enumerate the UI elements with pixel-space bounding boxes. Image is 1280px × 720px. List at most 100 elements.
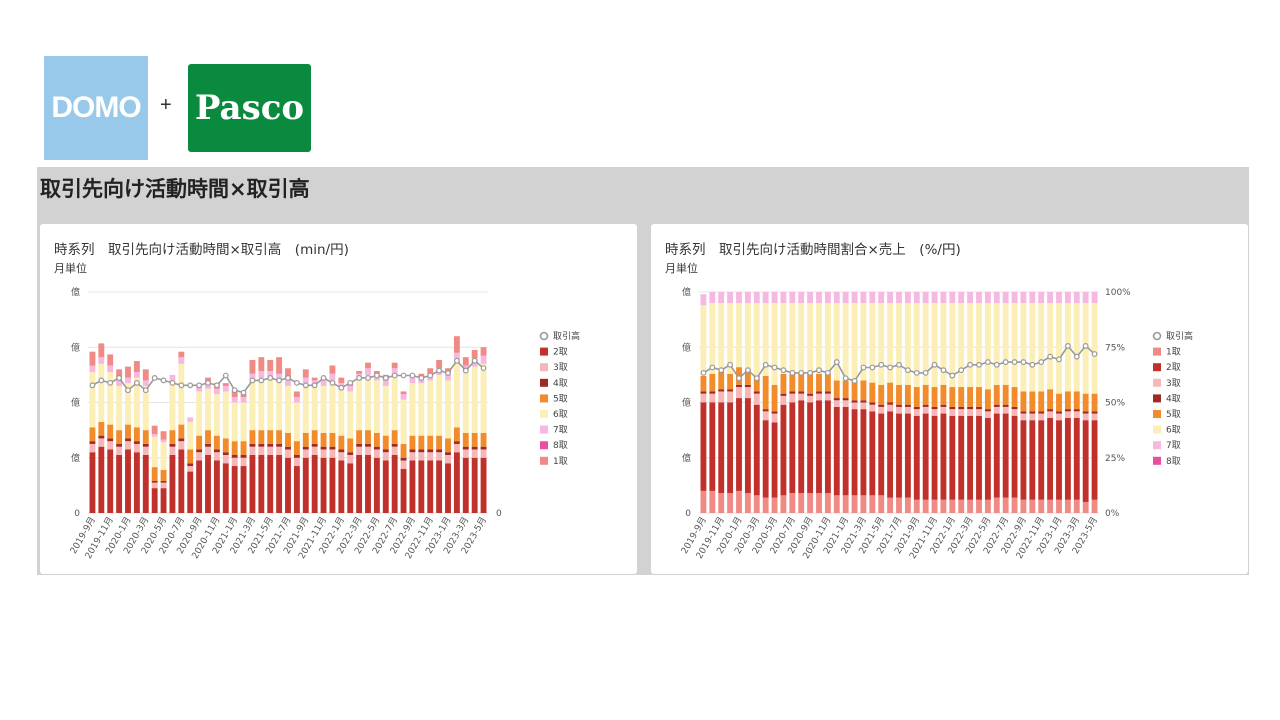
bar-segment: [311, 430, 318, 444]
bar-segment: [418, 460, 425, 513]
bar-segment: [471, 457, 478, 513]
bar-segment: [940, 404, 947, 407]
legend-swatch: [540, 363, 548, 372]
bar-segment: [1073, 417, 1080, 500]
line-point: [753, 375, 760, 382]
bar-segment: [116, 443, 123, 447]
bar-segment: [993, 413, 1000, 498]
bar-segment: [1038, 499, 1045, 513]
bar-segment: [1064, 499, 1071, 513]
bar-segment: [462, 446, 469, 450]
bar-segment: [1029, 292, 1036, 304]
legend-label: 6取: [553, 409, 568, 420]
bar-segment: [107, 424, 114, 439]
bar-segment: [1020, 413, 1027, 421]
bar-segment: [1002, 384, 1009, 405]
bar-segment: [1011, 292, 1018, 304]
bar-segment: [169, 446, 176, 455]
bar-segment: [896, 404, 902, 407]
line-point: [1002, 359, 1009, 365]
bar-segment: [133, 441, 140, 444]
bar-segment: [887, 411, 894, 498]
bar-segment: [329, 449, 336, 458]
bar-segment: [869, 411, 876, 496]
bar-segment: [1020, 411, 1027, 414]
bar-segment: [896, 497, 902, 513]
bar-segment: [860, 409, 867, 496]
bar-segment: [727, 391, 734, 403]
bar-segment: [1029, 499, 1036, 513]
bar-segment: [700, 490, 707, 513]
bar-segment: [320, 380, 327, 386]
bar-segment: [967, 499, 974, 513]
bar-segment: [453, 427, 460, 442]
bar-segment: [365, 362, 371, 369]
bar-segment: [453, 443, 460, 453]
bar-segment: [922, 499, 929, 513]
bar-segment: [258, 454, 265, 513]
bar-segment: [824, 303, 831, 374]
bar-segment: [967, 406, 974, 410]
bar-segment: [1002, 413, 1009, 498]
bar-segment: [222, 454, 229, 464]
bar-segment: [860, 292, 867, 304]
bar-segment: [744, 303, 751, 370]
bar-segment: [789, 493, 796, 513]
bar-segment: [913, 409, 920, 416]
bar-segment: [1002, 292, 1009, 304]
bar-segment: [258, 443, 265, 447]
bar-segment: [125, 441, 131, 450]
bar-segment: [727, 303, 734, 374]
bar-segment: [780, 393, 787, 396]
plus-sign: +: [160, 94, 172, 116]
bar-segment: [196, 435, 203, 450]
bar-segment: [480, 432, 487, 447]
chart-svg-right[interactable]: 0億億億億0%25%50%75%100%2019-9月2019-11月2020-…: [651, 224, 1248, 574]
chart-card-left[interactable]: 時系列 取引先向け活動時間×取引高 (min/円) 月単位 0 億億億億 0 2019…: [40, 224, 637, 574]
chart-card-right[interactable]: 時系列 取引先向け活動時間割合×売上 (%/円) 月単位 0 億億億億 0% 25% 5…: [651, 224, 1248, 574]
bar-segment: [160, 469, 167, 481]
bar-segment: [798, 292, 805, 304]
bar-segment: [249, 446, 256, 455]
line-point: [1011, 359, 1018, 365]
bar-segment: [133, 361, 140, 373]
bar-segment: [922, 303, 929, 385]
bar-segment: [205, 430, 211, 444]
bar-segment: [949, 409, 956, 416]
bar-segment: [824, 292, 831, 304]
bar-segment: [869, 495, 876, 513]
bar-segment: [762, 420, 769, 498]
bar-segment: [142, 443, 149, 447]
bar-segment: [125, 383, 131, 425]
bar-segment: [816, 373, 822, 392]
bar-segment: [125, 424, 131, 439]
bar-segment: [240, 457, 247, 467]
bar-segment: [98, 343, 105, 358]
bar-segment: [887, 303, 894, 383]
line-point: [311, 382, 318, 389]
bar-segment: [89, 351, 96, 366]
bar-segment: [1091, 413, 1098, 421]
bar-segment: [904, 303, 911, 385]
chart-svg-left[interactable]: 0億億億億02019-9月2019-11月2020-1月2020-3月2020-…: [40, 224, 637, 574]
bar-segment: [700, 294, 707, 306]
bar-segment: [382, 385, 389, 436]
bar-segment: [178, 363, 185, 425]
bar-segment: [213, 435, 220, 450]
bar-segment: [1038, 411, 1045, 414]
y2-tick-label: 25%: [1105, 454, 1125, 464]
bar-segment: [409, 435, 416, 450]
bar-segment: [1073, 411, 1080, 418]
bar-segment: [258, 357, 265, 372]
bar-segment: [445, 463, 451, 513]
bar-segment: [142, 385, 149, 431]
bar-segment: [940, 499, 947, 513]
bar-segment: [365, 368, 371, 375]
bar-segment: [753, 375, 760, 392]
bar-segment: [816, 393, 822, 401]
bar-segment: [851, 380, 858, 401]
bar-segment: [1082, 393, 1089, 412]
bar-segment: [940, 406, 947, 414]
line-point: [196, 382, 203, 389]
bar-segment: [347, 391, 354, 439]
